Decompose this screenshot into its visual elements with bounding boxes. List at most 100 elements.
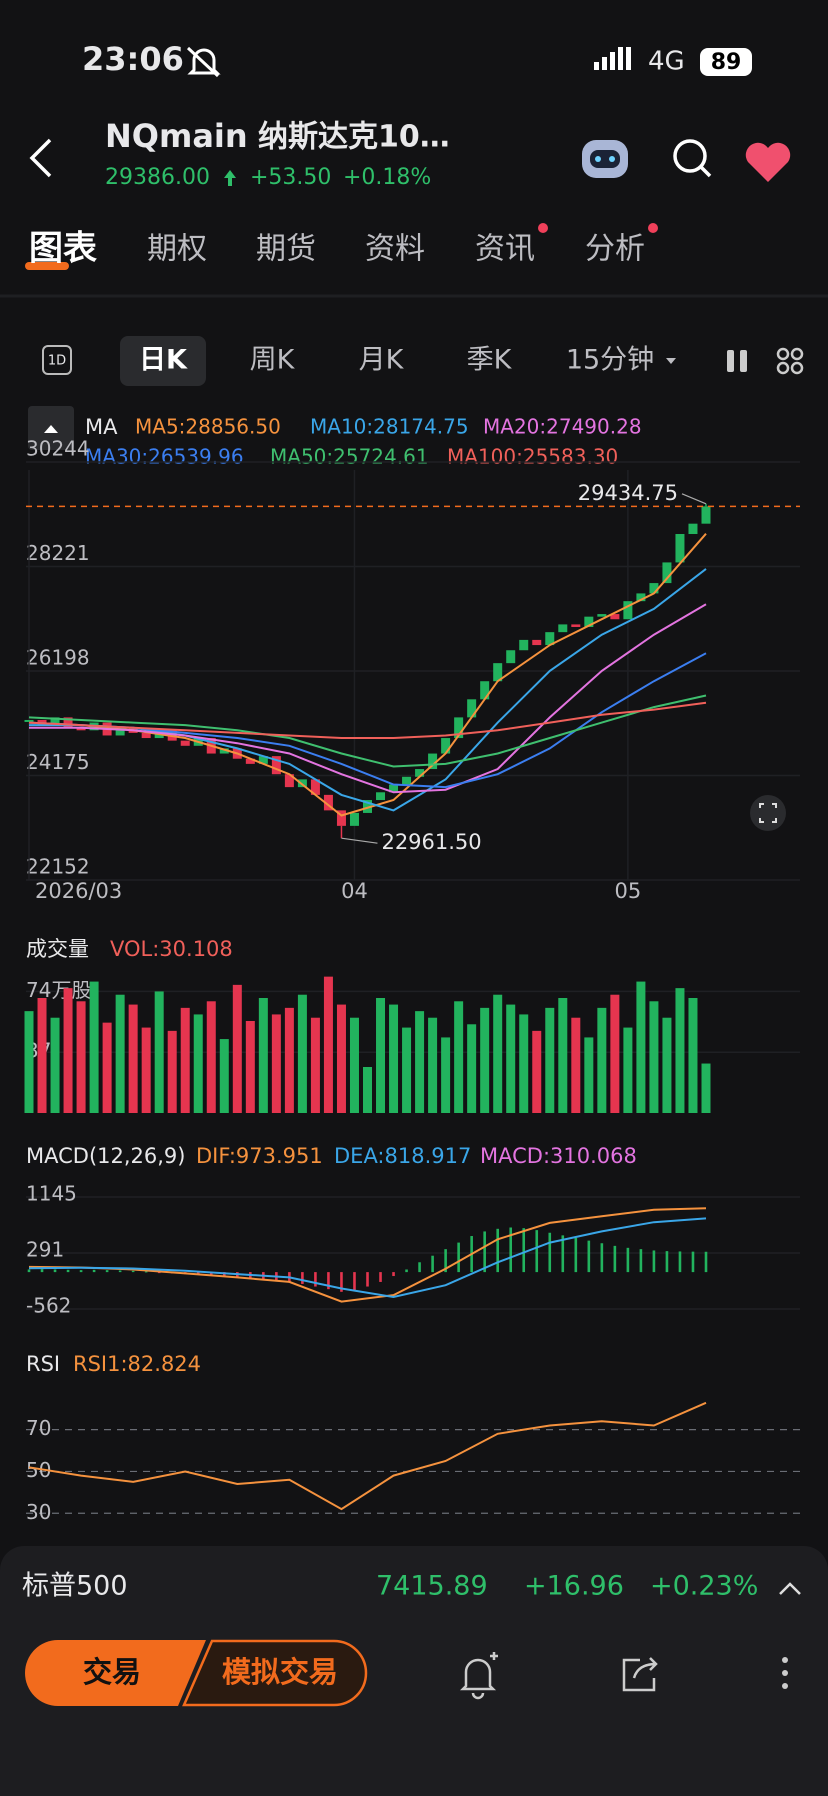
period[interactable]: 15分钟 bbox=[566, 345, 654, 376]
candle bbox=[649, 583, 659, 594]
fullscreen-button[interactable] bbox=[750, 795, 786, 831]
battery-level: 89 bbox=[711, 50, 742, 75]
macd-bar bbox=[431, 1255, 434, 1273]
candle bbox=[688, 523, 698, 535]
period-icon-box[interactable] bbox=[42, 345, 72, 375]
alert-button[interactable] bbox=[459, 1652, 498, 1700]
quote-name[interactable]: 标普500 bbox=[22, 1571, 128, 1602]
volume-bar bbox=[180, 1007, 190, 1113]
tab[interactable]: 图表 bbox=[29, 229, 97, 269]
ma-legend: MA30:26539.96 bbox=[85, 445, 244, 469]
volume-bar bbox=[193, 1014, 203, 1113]
quote-price: 7415.89 bbox=[376, 1571, 488, 1602]
macd-bar bbox=[535, 1230, 539, 1273]
macd-bar bbox=[665, 1251, 669, 1273]
volume-bar bbox=[232, 984, 242, 1113]
volume-bar bbox=[89, 981, 99, 1113]
volume-bar bbox=[115, 994, 125, 1113]
candle bbox=[402, 776, 412, 785]
volume-bar bbox=[415, 1011, 425, 1113]
volume-bar bbox=[50, 1017, 60, 1113]
macd-bar bbox=[704, 1251, 708, 1273]
macd-bar bbox=[27, 1269, 31, 1273]
trade-button[interactable] bbox=[25, 1640, 206, 1706]
favorite-button[interactable] bbox=[745, 142, 791, 182]
tab[interactable]: 期权 bbox=[147, 232, 207, 267]
candle bbox=[284, 774, 294, 788]
y-tick-label: 70 bbox=[26, 1416, 51, 1440]
tab[interactable]: 资料 bbox=[365, 232, 425, 267]
more-button[interactable] bbox=[782, 1657, 788, 1689]
back-button[interactable] bbox=[29, 138, 52, 178]
annotation-label: 29434.75 bbox=[578, 481, 678, 505]
macd-bar bbox=[79, 1270, 83, 1273]
candle bbox=[584, 616, 594, 627]
tab[interactable]: 分析 bbox=[585, 232, 645, 267]
mute-icon bbox=[186, 46, 221, 78]
panel-title: 成交量 bbox=[26, 937, 89, 961]
assistant-button[interactable] bbox=[582, 140, 628, 178]
volume-bar bbox=[24, 1011, 34, 1113]
search-button[interactable] bbox=[673, 139, 712, 178]
panel-legend: RSI1:82.824 bbox=[73, 1352, 201, 1376]
macd-bar bbox=[587, 1240, 591, 1273]
y-tick-label: 30 bbox=[26, 1500, 51, 1524]
candle bbox=[701, 506, 711, 524]
share-button[interactable] bbox=[622, 1657, 658, 1692]
period[interactable]: 日K bbox=[139, 345, 188, 376]
paper-trade-label: 模拟交易 bbox=[222, 1655, 338, 1689]
candle bbox=[441, 738, 451, 754]
volume-bar bbox=[493, 994, 503, 1113]
macd-bar bbox=[691, 1251, 695, 1273]
candle bbox=[571, 624, 581, 627]
period[interactable]: 季K bbox=[467, 345, 513, 376]
macd-bar bbox=[379, 1272, 382, 1282]
candle bbox=[50, 717, 60, 726]
candle-style-button[interactable] bbox=[727, 350, 747, 372]
candle bbox=[610, 614, 620, 620]
macd-bar bbox=[522, 1228, 526, 1273]
volume-bar bbox=[141, 1027, 151, 1113]
expand-button[interactable] bbox=[779, 1582, 801, 1595]
candle bbox=[24, 719, 34, 722]
volume-bar bbox=[610, 994, 620, 1113]
dif-line bbox=[28, 1207, 707, 1303]
paper-trade-button[interactable] bbox=[182, 1639, 368, 1707]
volume-bar bbox=[37, 998, 47, 1113]
volume-bar bbox=[532, 1030, 542, 1113]
panel-legend: MACD:310.068 bbox=[480, 1144, 637, 1168]
candle bbox=[662, 562, 672, 584]
volume-bar bbox=[63, 988, 73, 1113]
volume-bar bbox=[167, 1030, 177, 1113]
bottom-panel bbox=[0, 1546, 828, 1796]
candle bbox=[428, 753, 438, 770]
period[interactable]: 周K bbox=[250, 345, 296, 376]
candle bbox=[636, 593, 646, 602]
indicator-label: MA bbox=[85, 415, 118, 439]
macd-bar bbox=[131, 1270, 135, 1273]
tab[interactable]: 资讯 bbox=[475, 232, 535, 267]
tab[interactable]: 期货 bbox=[256, 232, 316, 267]
macd-bar bbox=[548, 1232, 552, 1273]
candle bbox=[506, 650, 516, 664]
volume-bar bbox=[597, 1007, 607, 1113]
macd-bar bbox=[600, 1243, 604, 1273]
volume-bar bbox=[271, 1014, 281, 1113]
volume-bar bbox=[297, 994, 307, 1113]
volume-bar bbox=[688, 998, 698, 1113]
period[interactable]: 月K bbox=[359, 345, 405, 376]
volume-bar bbox=[323, 976, 333, 1113]
macd-bar bbox=[678, 1251, 682, 1273]
macd-bar bbox=[105, 1270, 109, 1273]
macd-bar bbox=[327, 1272, 330, 1290]
volume-bar bbox=[258, 998, 268, 1113]
panel-legend: DEA:818.917 bbox=[334, 1144, 471, 1168]
layout-button[interactable] bbox=[776, 347, 804, 375]
annotation-leader bbox=[341, 837, 378, 844]
volume-bar bbox=[441, 1037, 451, 1113]
volume-bar bbox=[206, 1001, 216, 1113]
macd-bar bbox=[301, 1272, 304, 1284]
candle bbox=[258, 756, 268, 764]
macd-bar bbox=[457, 1242, 460, 1273]
volume-bar bbox=[506, 1004, 516, 1113]
